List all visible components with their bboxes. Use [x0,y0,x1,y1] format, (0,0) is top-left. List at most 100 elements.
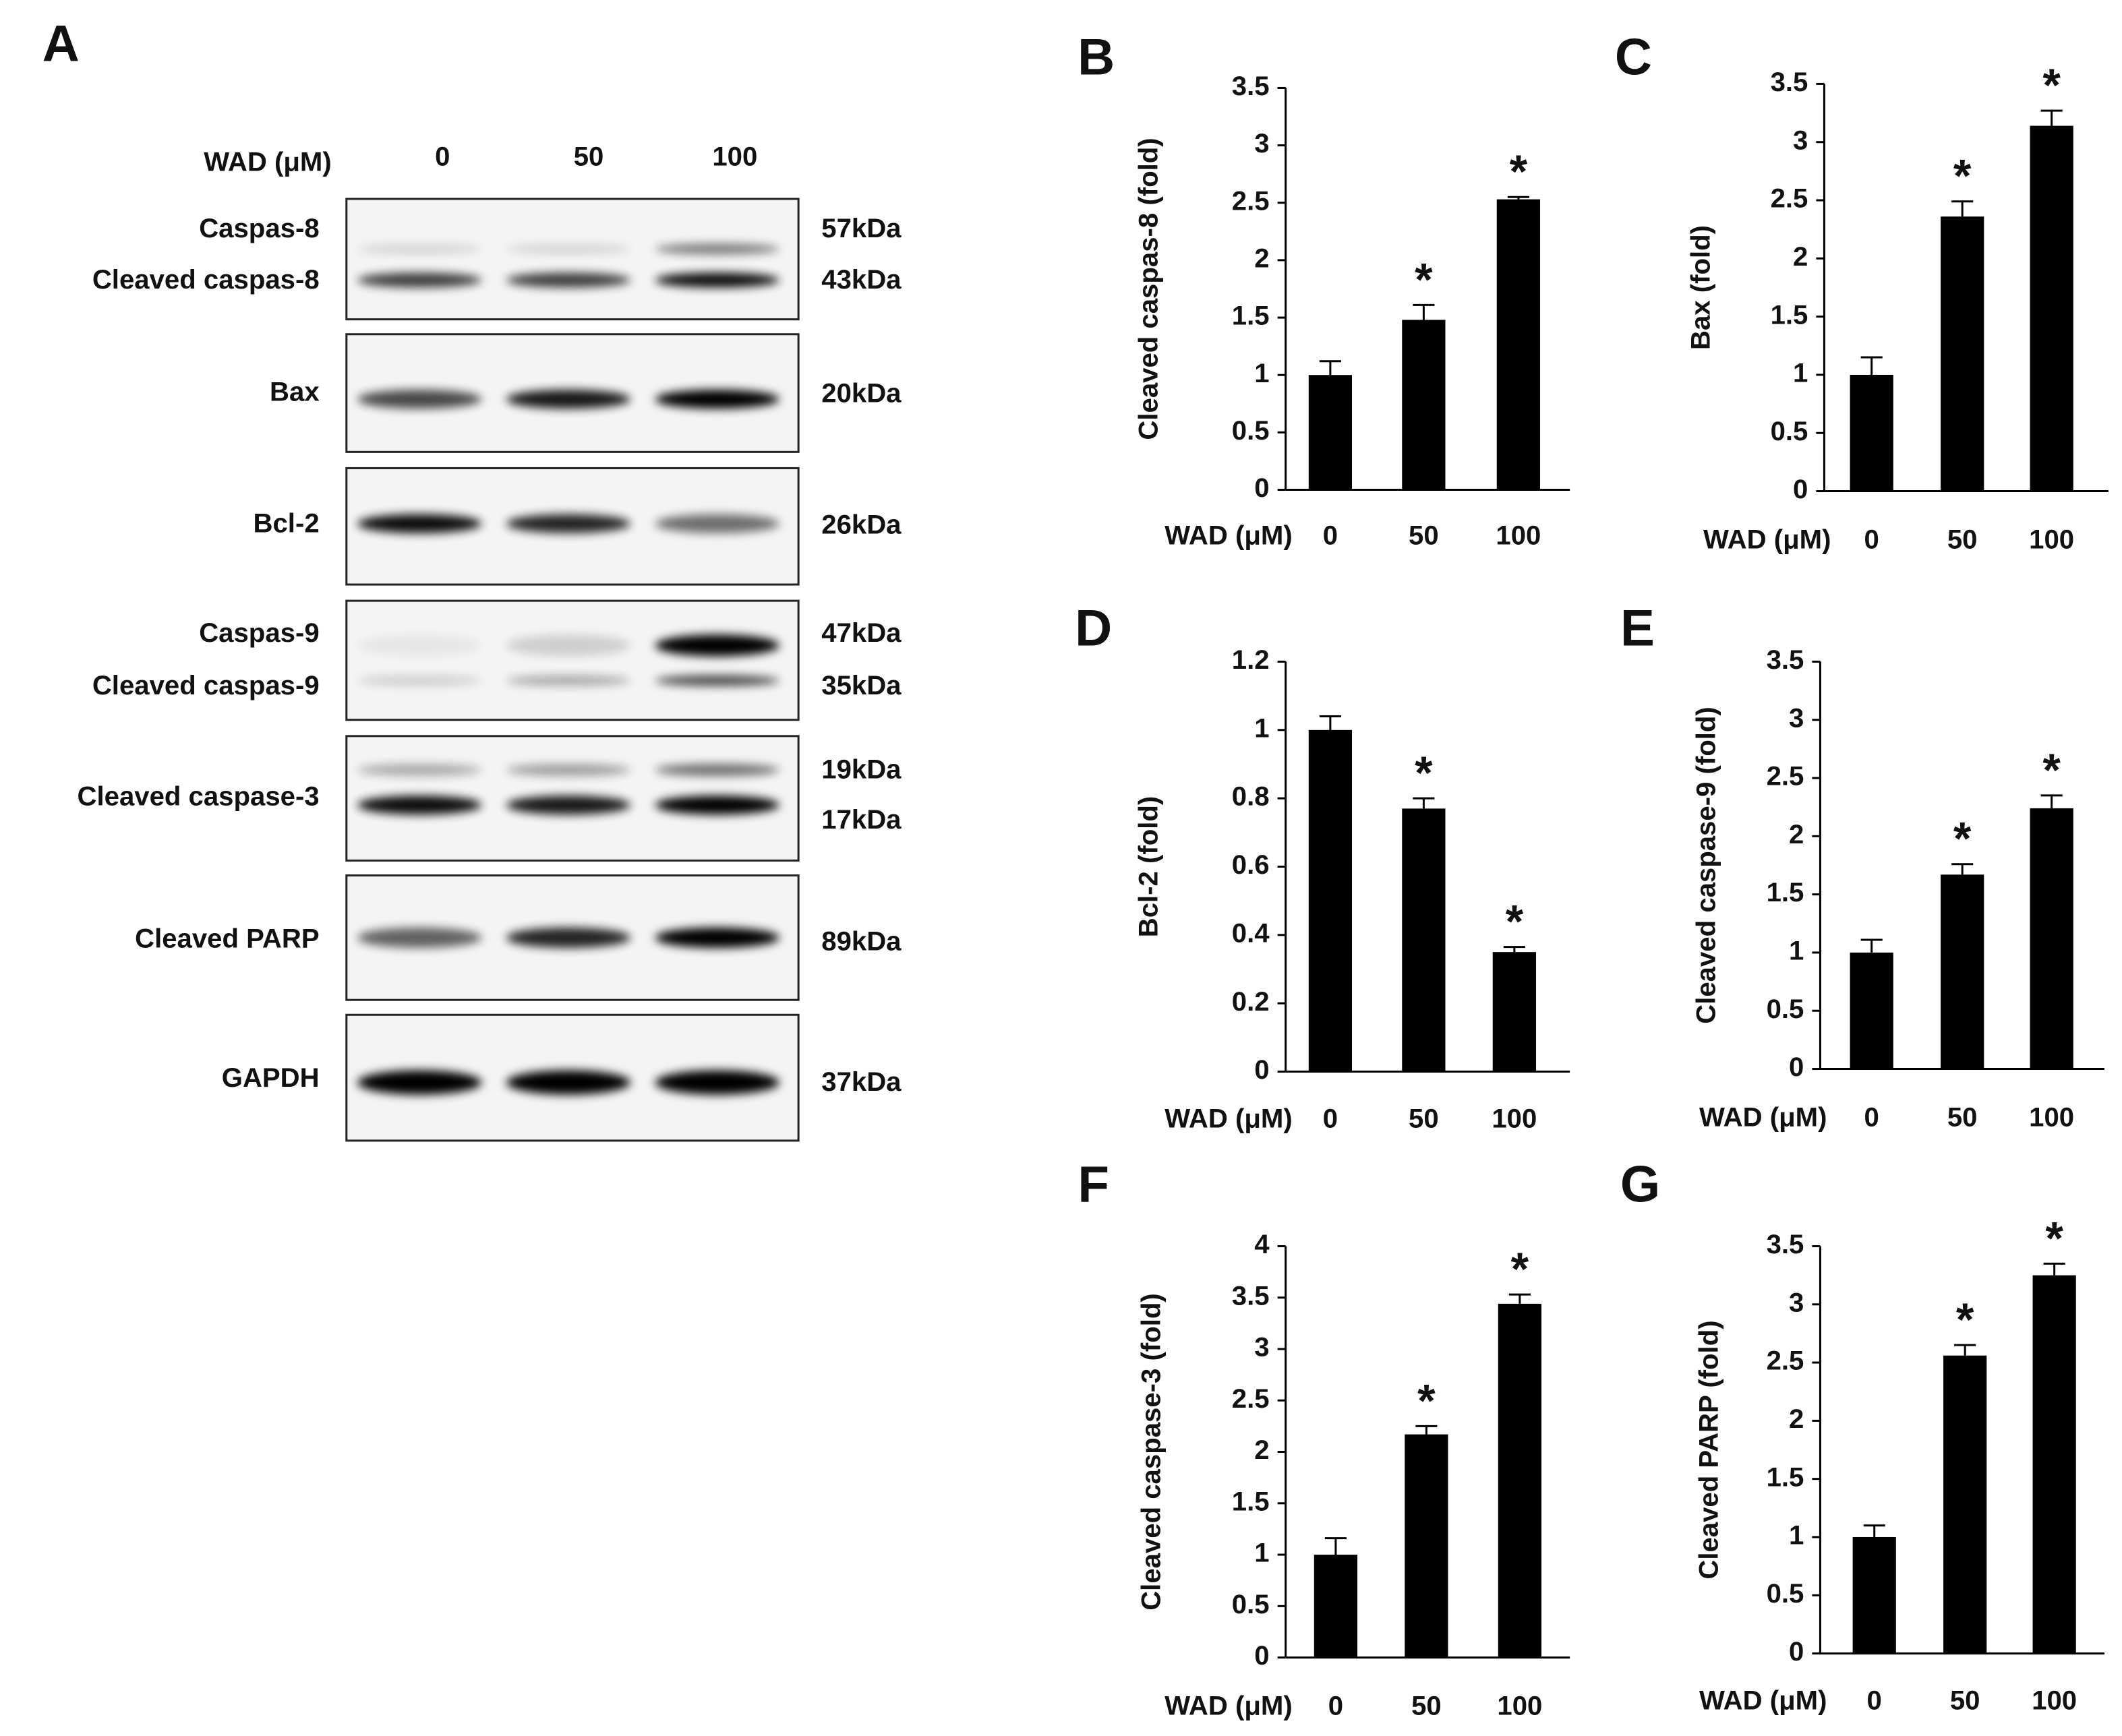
molecular-weight: 26kDa [821,509,902,539]
panel-letter: D [1075,599,1112,657]
panel-letter: A [42,15,80,72]
error-bar [1507,196,1529,200]
y-tick-label: 3.5 [1771,67,1808,97]
error-bar [1860,356,1883,375]
x-tick-label: 100 [1492,1103,1537,1133]
x-tick-label: 50 [1409,1103,1439,1133]
x-tick-label: 100 [2029,1102,2074,1132]
protein-label: Caspas-9 [199,618,319,648]
significance-marker: * [1506,897,1524,948]
error-bar [1951,863,1974,875]
y-tick-label: 0.6 [1232,849,1270,880]
molecular-weight: 17kDa [821,804,902,835]
y-tick-label: 4 [1254,1229,1270,1259]
y-tick-label: 1 [1789,936,1804,966]
bar [1308,375,1353,490]
significance-marker: * [1417,1375,1436,1427]
y-tick-label: 1.5 [1767,877,1804,907]
bar [1852,1536,1896,1654]
y-tick-label: 0 [1254,1640,1269,1671]
y-tick-label: 3 [1254,128,1269,158]
panel-letter: C [1615,28,1652,86]
y-tick-label: 0.5 [1771,416,1808,446]
y-tick-label: 2.5 [1767,761,1804,791]
y-tick-label: 2.5 [1767,1346,1804,1376]
x-tick-label: 0 [1328,1690,1343,1720]
y-tick-label: 3 [1254,1332,1269,1363]
y-tick-label: 2 [1789,1404,1804,1434]
error-bar [1503,946,1525,953]
bar [2032,1275,2076,1654]
x-tick-label: 0 [1864,1102,1879,1132]
x-axis-label: WAD (μM) [1699,1102,1827,1132]
y-tick-label: 0.5 [1232,415,1270,446]
blot-band [506,763,631,777]
blot-band [506,796,631,815]
blot-band [506,514,631,533]
y-axis-label: Cleaved caspas-8 (fold) [1133,138,1164,440]
error-bar [1413,797,1435,809]
x-tick-label: 100 [1497,1690,1542,1720]
error-bar [1319,715,1341,730]
significance-marker: * [2045,1213,2063,1264]
y-tick-label: 1 [1254,713,1269,743]
protein-label: Bcl-2 [254,508,320,538]
y-tick-label: 1 [1789,1520,1804,1551]
blot-band [357,272,482,288]
significance-marker: * [2042,60,2061,111]
blot-band [357,634,482,657]
lane-label: 0 [435,141,450,171]
protein-label: Cleaved caspas-8 [92,264,320,295]
x-tick-label: 100 [2029,524,2074,554]
y-tick-label: 0.2 [1232,986,1270,1017]
x-tick-label: 0 [1864,524,1879,554]
bar [1850,374,1893,491]
protein-label: Cleaved PARP [135,923,320,953]
blot-band [357,763,482,777]
error-bar [1324,1537,1347,1555]
significance-marker: * [1953,151,1972,202]
lane-label: 100 [712,141,757,171]
blot-band [357,514,482,533]
y-tick-label: 1 [1254,1538,1269,1568]
y-tick-label: 2 [1254,1435,1269,1465]
x-tick-label: 50 [1950,1685,1980,1715]
molecular-weight: 35kDa [821,670,902,700]
significance-marker: * [1415,748,1433,799]
y-tick-label: 1 [1793,358,1808,388]
bar [1402,320,1446,490]
y-tick-label: 3 [1793,125,1808,155]
lane-label: 50 [574,141,604,171]
y-tick-label: 0.5 [1767,994,1804,1024]
blot-frame [345,198,800,321]
molecular-weight: 20kDa [821,378,902,409]
protein-label: Cleaved caspas-9 [92,670,320,700]
protein-label: Bax [270,377,320,407]
x-axis-label: WAD (μM) [1165,1690,1292,1720]
x-tick-label: 100 [1496,520,1541,550]
blot-band [655,796,780,815]
x-tick-label: 100 [2032,1685,2077,1715]
error-bar [1319,360,1341,376]
treatment-label: WAD (μM) [204,146,331,177]
bar [2030,808,2073,1069]
y-tick-label: 1.5 [1767,1462,1804,1492]
panel-letter: E [1620,599,1655,657]
error-bar [2040,109,2063,126]
bar [1496,199,1540,490]
y-tick-label: 3 [1789,1287,1804,1317]
y-tick-label: 0.4 [1232,918,1270,948]
blot-band [506,1070,631,1095]
blot-band [655,514,780,533]
blot-frame [345,599,800,721]
blot-band [655,634,780,657]
x-axis-label: WAD (μM) [1165,520,1292,550]
y-tick-label: 2.5 [1232,1383,1270,1414]
panel-letter: B [1078,28,1115,86]
bar [1850,952,1893,1069]
molecular-weight: 47kDa [821,618,902,648]
y-tick-label: 0.8 [1232,781,1270,812]
y-axis-label: Cleaved PARP (fold) [1693,1320,1723,1579]
y-tick-label: 0 [1793,474,1808,504]
error-bar [1863,1524,1885,1537]
